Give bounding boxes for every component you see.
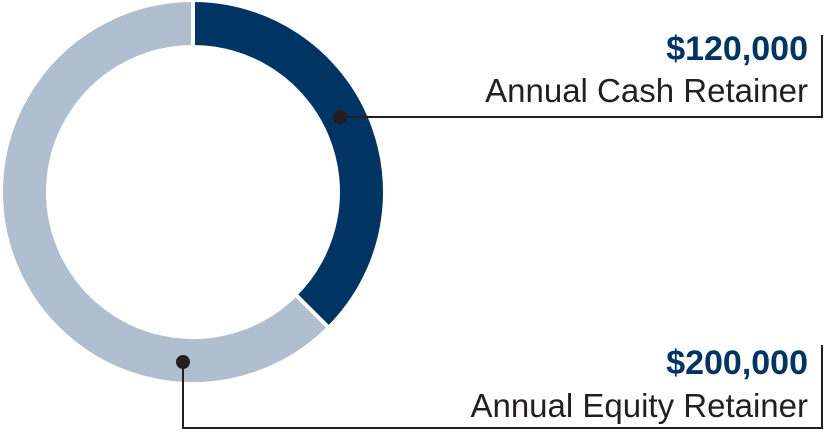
donut-segment (3, 2, 328, 382)
category-label: Annual Cash Retainer (485, 72, 808, 109)
callout-line (182, 345, 823, 429)
value-label: $200,000 (666, 344, 808, 382)
callout-dot (333, 110, 347, 124)
callout-line (340, 35, 823, 118)
category-label: Annual Equity Retainer (470, 387, 808, 424)
callout-dot (176, 355, 190, 369)
donut-segment (192, 2, 383, 327)
value-label: $120,000 (666, 30, 808, 68)
segment-gap (294, 293, 330, 329)
